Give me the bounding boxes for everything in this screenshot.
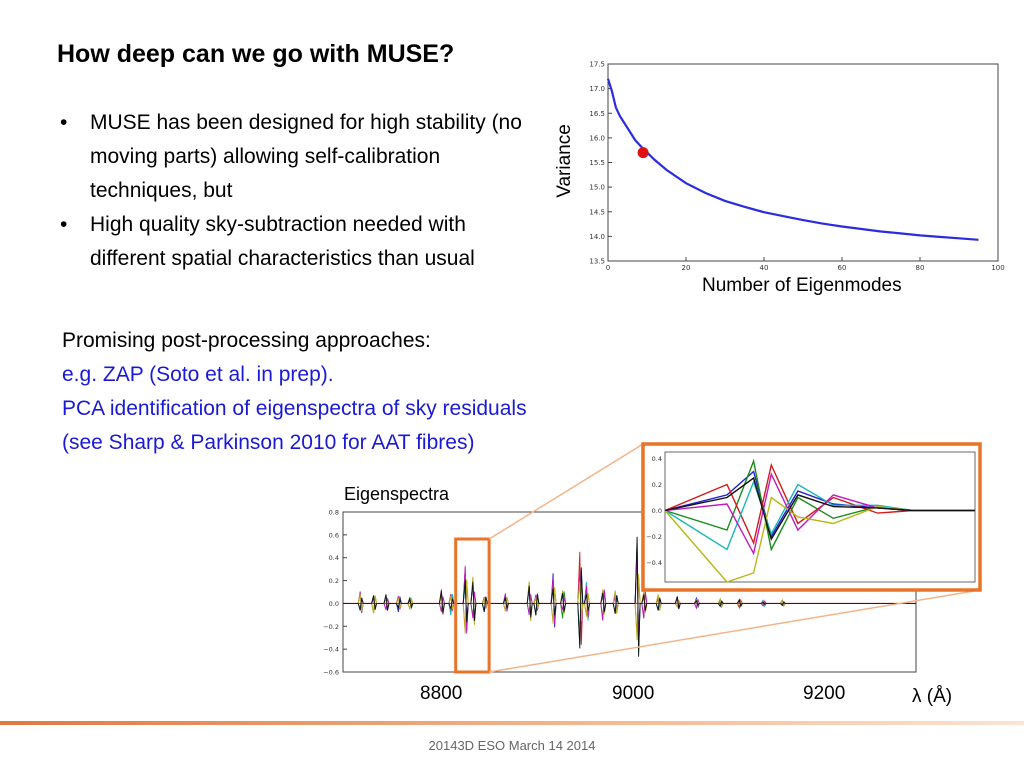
zoom-ytick-label: 0.0 <box>652 507 662 515</box>
zoom-connector-bottom <box>488 589 981 673</box>
variance-ytick-label: 17.0 <box>589 85 605 93</box>
variance-xlabel: Number of Eigenmodes <box>702 275 902 296</box>
variance-ytick-label: 16.5 <box>589 110 605 118</box>
approaches-heading: Promising post-processing approaches: <box>62 329 431 352</box>
zoom-region-box <box>454 537 491 674</box>
variance-ytick-label: 17.5 <box>589 61 605 69</box>
variance-ytick-label: 14.0 <box>589 233 605 241</box>
variance-ytick-label: 13.5 <box>589 258 605 266</box>
bullet-item: High quality sky-subtraction needed with… <box>58 208 528 276</box>
zoom-ytick-label: −0.4 <box>646 559 662 567</box>
variance-xtick-label: 0 <box>606 264 610 272</box>
variance-xtick-label: 60 <box>838 264 847 272</box>
variance-xtick-label: 80 <box>916 264 925 272</box>
pca-reference: PCA identification of eigenspectra of sk… <box>62 397 527 454</box>
tick-9200: 9200 <box>803 683 846 704</box>
variance-plot-frame <box>607 63 999 262</box>
zoom-connector-top <box>488 443 644 540</box>
eigenspectra-ytick-label: −0.4 <box>323 646 339 654</box>
eigenspectra-ytick-label: 0.4 <box>329 554 339 562</box>
zoom-ytick-label: 0.4 <box>652 455 662 463</box>
variance-ytick-label: 15.5 <box>589 159 605 167</box>
variance-ytick-label: 15.0 <box>589 184 605 192</box>
tick-9000: 9000 <box>612 683 655 704</box>
eigenspectra-ytick-label: 0.2 <box>329 577 339 585</box>
slide-title: How deep can we go with MUSE? <box>57 40 455 68</box>
zoom-eigenspectrum-series <box>664 476 975 541</box>
variance-ytick-label: 16.0 <box>589 134 605 142</box>
bullet-list: MUSE has been designed for high stabilit… <box>58 106 528 276</box>
zoom-eigenspectrum-series <box>664 462 975 546</box>
zoom-ytick-label: −0.2 <box>646 533 662 541</box>
variance-ytick-label: 14.5 <box>589 208 605 216</box>
variance-highlight-point <box>637 147 649 159</box>
eigenspectra-title: Eigenspectra <box>344 484 450 504</box>
variance-xtick-label: 40 <box>760 264 769 272</box>
footer-rule <box>0 721 1024 725</box>
variance-xtick-label: 20 <box>682 264 691 272</box>
bullet-item: MUSE has been designed for high stabilit… <box>58 106 528 208</box>
eigenspectra-ytick-label: 0.0 <box>329 600 339 608</box>
zoom-ytick-label: 0.2 <box>652 481 662 489</box>
variance-xtick-label: 100 <box>991 264 1004 272</box>
tick-8800: 8800 <box>420 683 463 704</box>
footer-text: 20143D ESO March 14 2014 <box>428 738 596 753</box>
eigenspectra-ytick-label: −0.2 <box>323 623 339 631</box>
zoom-plot-frame <box>664 451 976 583</box>
zap-reference: e.g. ZAP (Soto et al. in prep). <box>62 363 334 386</box>
eigenspectra-ytick-label: 0.6 <box>329 531 339 539</box>
eigenspectra-ytick-label: 0.8 <box>329 509 339 517</box>
eigenspectrum-series <box>343 536 916 657</box>
variance-ylabel: Variance <box>554 124 575 198</box>
eigenspectra-ytick-label: −0.6 <box>323 669 339 677</box>
approaches-paragraph: Promising post-processing approaches: e.… <box>62 324 532 460</box>
lambda-axis-label: λ (Å) <box>912 686 953 707</box>
variance-curve <box>606 78 979 241</box>
